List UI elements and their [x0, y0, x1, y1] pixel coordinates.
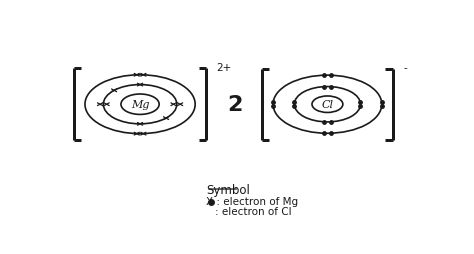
Text: 2+: 2+: [217, 62, 232, 73]
Text: 2: 2: [227, 95, 242, 115]
Text: X : electron of Mg: X : electron of Mg: [206, 196, 298, 206]
Text: Mg: Mg: [131, 100, 149, 110]
Text: -: -: [403, 63, 407, 73]
Text: Cl: Cl: [321, 100, 333, 110]
Text: Symbol: Symbol: [206, 183, 250, 196]
Text: : electron of Cl: : electron of Cl: [215, 206, 292, 216]
